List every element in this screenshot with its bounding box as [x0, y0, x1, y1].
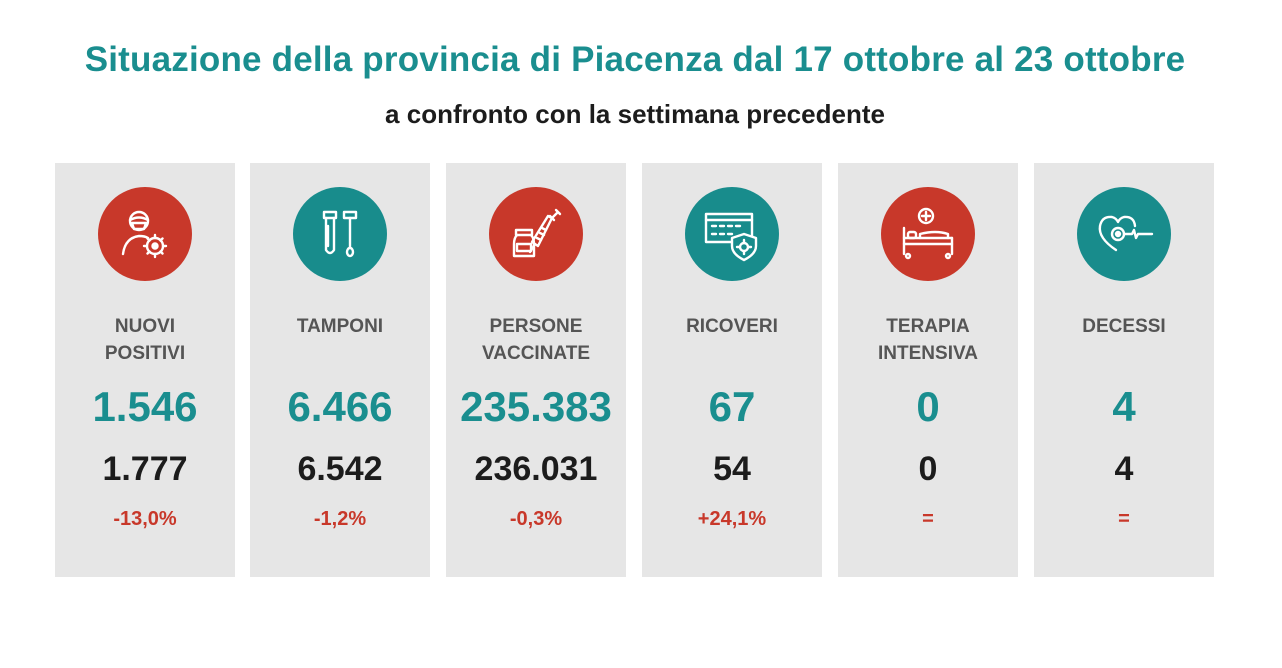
stat-card-terapia-intensiva: TERAPIA INTENSIVA 0 0 =	[838, 163, 1018, 577]
stat-label: TERAPIA INTENSIVA	[878, 316, 978, 364]
person-mask-virus-icon	[98, 187, 192, 281]
stat-current-value: 4	[1112, 383, 1136, 430]
stat-change: -1,2%	[313, 508, 367, 530]
stat-current-value: 1.546	[92, 383, 198, 430]
stat-previous-value: 236.031	[474, 450, 598, 488]
stat-previous-value: 4	[1114, 450, 1134, 488]
stat-label: NUOVI POSITIVI	[104, 316, 186, 364]
stat-card-nuovi-positivi: NUOVI POSITIVI 1.546 1.777 -13,0%	[55, 163, 235, 577]
stat-previous-value: 1.777	[102, 450, 188, 488]
heart-pulse-icon	[1077, 187, 1171, 281]
page-subtitle: a confronto con la settimana precedente	[385, 99, 885, 129]
stat-current-value: 0	[916, 383, 940, 430]
vaccine-syringe-vial-icon	[489, 187, 583, 281]
stat-change: +24,1%	[697, 508, 767, 530]
stat-card-tamponi: TAMPONI 6.466 6.542 -1,2%	[250, 163, 430, 577]
stat-previous-value: 54	[713, 450, 751, 488]
stat-label: TAMPONI	[296, 316, 384, 337]
swab-test-tubes-icon	[293, 187, 387, 281]
stat-change: =	[1118, 508, 1130, 530]
page-title: Situazione della provincia di Piacenza d…	[84, 40, 1186, 79]
stat-label: PERSONE VACCINATE	[481, 316, 591, 364]
stat-label: RICOVERI	[686, 316, 778, 337]
stat-label: DECESSI	[1082, 316, 1166, 337]
stat-current-value: 6.466	[287, 383, 393, 430]
stat-change: =	[922, 508, 934, 530]
stat-current-value: 235.383	[460, 383, 612, 430]
stat-card-decessi: DECESSI 4 4 =	[1034, 163, 1214, 577]
stat-previous-value: 6.542	[297, 450, 383, 488]
stat-current-value: 67	[708, 383, 756, 430]
stat-change: -13,0%	[113, 508, 177, 530]
stat-card-persone-vaccinate: PERSONE VACCINATE 235.383 236.031 -0,3%	[446, 163, 626, 577]
stat-card-ricoveri: RICOVERI 67 54 +24,1%	[642, 163, 822, 577]
stat-change: -0,3%	[509, 508, 563, 530]
stat-previous-value: 0	[918, 450, 938, 488]
hospital-shield-virus-icon	[685, 187, 779, 281]
hospital-bed-icon	[881, 187, 975, 281]
